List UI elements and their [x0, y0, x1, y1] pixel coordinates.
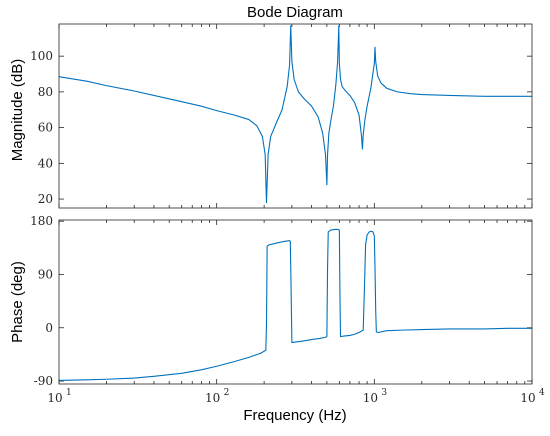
x-tick-label: 10 [205, 391, 220, 405]
x-tick-label-exponent: 3 [381, 388, 387, 398]
y-tick-label: 40 [38, 156, 53, 170]
phase-xtick-labels: 10 1 10 2 10 3 10 4 [47, 388, 545, 405]
magnitude-ytick-labels: 20 40 60 80 100 [30, 49, 53, 206]
phase-grid-ticks [58, 220, 533, 384]
y-tick-label: 100 [30, 49, 53, 63]
magnitude-axes-box [58, 23, 533, 209]
y-tick-label: 80 [38, 85, 53, 99]
x-tick-label: 10 [520, 391, 535, 405]
y-tick-label: 90 [38, 267, 53, 281]
x-tick-label-exponent: 2 [224, 388, 230, 398]
magnitude-axes: Bode Diagram Magnitude (dB) 20 40 60 80 100 [9, 4, 533, 209]
phase-curve [58, 228, 532, 381]
y-tick-label: 60 [38, 121, 53, 135]
frequency-xlabel: Frequency (Hz) [243, 407, 346, 424]
y-tick-label: 20 [38, 192, 53, 206]
x-tick-label-exponent: 4 [539, 388, 545, 398]
magnitude-ylabel: Magnitude (dB) [9, 59, 26, 162]
x-tick-label: 10 [47, 391, 62, 405]
magnitude-grid-ticks [58, 24, 533, 208]
y-tick-label: 180 [30, 214, 53, 228]
x-tick-label-exponent: 1 [66, 388, 72, 398]
x-tick-label: 10 [363, 391, 378, 405]
y-tick-label: 0 [45, 321, 53, 335]
y-tick-label: -90 [34, 374, 53, 388]
chart-title: Bode Diagram [247, 4, 343, 21]
phase-axes-box [58, 219, 533, 385]
phase-ylabel: Phase (deg) [9, 261, 26, 343]
magnitude-curve [58, 25, 532, 204]
phase-ytick-labels: -90 0 90 180 [30, 214, 53, 388]
